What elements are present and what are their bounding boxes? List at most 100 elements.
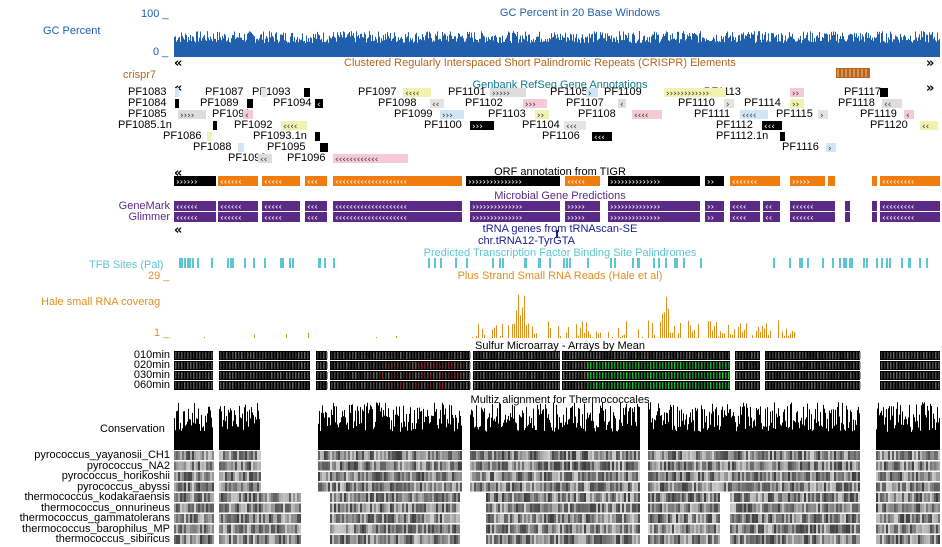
gene-label[interactable]: PF1084 [128, 97, 167, 109]
gene-label[interactable]: PF1117 [844, 86, 881, 98]
orf-feature[interactable] [305, 176, 327, 186]
gene-feature[interactable] [523, 99, 547, 108]
gene-prediction[interactable] [174, 201, 216, 211]
conservation-label[interactable]: Conservation [100, 423, 165, 435]
gene-prediction[interactable] [470, 201, 560, 211]
orf-feature[interactable] [333, 176, 462, 186]
nav-left-icon[interactable]: « [174, 223, 182, 238]
gene-prediction[interactable] [262, 201, 300, 211]
trna-gene-label[interactable]: chr.tRNA12-TyrGTA [478, 235, 575, 247]
gene-feature[interactable] [243, 110, 253, 119]
tfb-site[interactable] [700, 258, 702, 268]
tfb-site[interactable] [799, 258, 801, 268]
gene-label[interactable]: PF1112 [716, 119, 753, 131]
tfb-site[interactable] [192, 258, 194, 268]
gene-label[interactable]: PF1115 [776, 108, 813, 120]
gene-prediction[interactable] [763, 201, 780, 211]
gene-prediction[interactable] [880, 212, 940, 222]
orf-feature[interactable] [790, 176, 825, 186]
tfb-site[interactable] [184, 258, 186, 268]
gene-label[interactable]: PF1086 [163, 130, 202, 142]
tfb-site[interactable] [863, 258, 865, 268]
orf-feature[interactable] [218, 176, 258, 186]
gene-feature[interactable] [920, 121, 938, 130]
gene-feature[interactable] [632, 110, 662, 119]
species-label[interactable]: thermococcus_sibiricus [55, 533, 170, 545]
tfb-site[interactable] [851, 258, 853, 268]
gene-label[interactable]: PF1091 [212, 108, 251, 120]
gc-track-label[interactable]: GC Percent [43, 25, 101, 37]
species-label[interactable]: pyrococcus_horikoshii [61, 470, 170, 482]
tfb-site[interactable] [908, 258, 910, 268]
gene-label[interactable]: PF1096 [287, 152, 326, 164]
tfb-site[interactable] [525, 258, 527, 268]
gene-label[interactable]: PF1093 [252, 86, 291, 98]
tfb-site[interactable] [211, 258, 213, 268]
nav-left-icon[interactable]: « [174, 56, 182, 71]
nav-right-icon[interactable]: » [926, 56, 934, 71]
tfb-site[interactable] [587, 258, 589, 268]
gene-label[interactable]: PF1089 [200, 97, 239, 109]
gene-label[interactable]: PF1097 [358, 86, 397, 98]
tfb-site[interactable] [901, 258, 903, 268]
gene-label[interactable]: PF1112.1n [716, 130, 769, 142]
orf-feature[interactable] [828, 176, 835, 186]
sulfur-row-label[interactable]: 010min [133, 349, 170, 361]
gene-prediction[interactable] [872, 201, 877, 211]
tfb-site[interactable] [866, 258, 868, 268]
species-label[interactable]: pyrococcus_abyssi [77, 480, 170, 493]
gene-prediction[interactable] [262, 212, 300, 222]
gene-label[interactable]: PF1106 [542, 130, 580, 142]
gene-feature[interactable] [564, 121, 586, 130]
gene-feature[interactable] [175, 99, 179, 108]
gene-feature[interactable] [320, 143, 328, 152]
gene-feature[interactable] [762, 121, 782, 130]
gene-prediction[interactable] [845, 212, 850, 222]
hale-track-label[interactable]: Hale small RNA coverag [41, 296, 161, 308]
gene-feature[interactable] [724, 99, 734, 108]
gene-label[interactable]: PF1114 [744, 97, 781, 109]
gene-prediction[interactable] [608, 212, 700, 222]
tfb-site[interactable] [189, 258, 191, 268]
gene-prediction[interactable] [872, 212, 877, 222]
gene-feature[interactable] [315, 99, 323, 108]
gene-label[interactable]: PF1105 [550, 86, 588, 98]
tfb-site[interactable] [179, 258, 181, 268]
tfb-site[interactable] [789, 258, 791, 268]
sulfur-row-label[interactable]: 030min [133, 369, 170, 381]
gene-feature[interactable] [213, 121, 217, 130]
gene-feature[interactable] [207, 132, 212, 141]
gene-label[interactable]: PF1092 [234, 119, 273, 131]
orf-feature[interactable] [880, 176, 940, 186]
tfb-site[interactable] [428, 258, 430, 268]
tfb-site[interactable] [843, 258, 845, 268]
tfb-site[interactable] [674, 258, 676, 268]
sulfur-row-label[interactable]: 020min [133, 359, 170, 371]
tfb-site[interactable] [253, 258, 255, 268]
gene-label[interactable]: PF1116 [782, 141, 819, 153]
nav-left-icon[interactable]: « [174, 166, 182, 181]
species-label[interactable]: thermococcus_barophilus_MP [22, 522, 170, 535]
gene-prediction[interactable] [174, 212, 216, 222]
orf-feature[interactable] [565, 176, 600, 186]
gene-label[interactable]: PF1103 [488, 108, 526, 120]
gene-feature[interactable] [790, 99, 804, 108]
tfb-site[interactable] [280, 258, 282, 268]
tfb-site[interactable] [569, 258, 571, 268]
tfb-site[interactable] [333, 258, 335, 268]
gene-prediction[interactable] [565, 201, 600, 211]
gene-feature[interactable] [826, 143, 836, 152]
tfb-site[interactable] [282, 258, 284, 268]
gene-feature[interactable] [315, 132, 320, 141]
species-label[interactable]: thermococcus_onnurineus [40, 501, 170, 514]
crispr-track-label[interactable]: crispr7 [123, 69, 157, 81]
gene-feature[interactable] [281, 121, 307, 130]
gene-label[interactable]: PF1111 [694, 108, 731, 120]
gene-label[interactable]: PF1098 [378, 97, 417, 109]
gene-label[interactable]: PF1104 [522, 119, 560, 131]
tfb-site[interactable] [492, 258, 494, 268]
gene-label[interactable]: PF1099 [394, 108, 433, 120]
tfb-site[interactable] [637, 258, 639, 268]
tfb-site[interactable] [919, 258, 921, 268]
